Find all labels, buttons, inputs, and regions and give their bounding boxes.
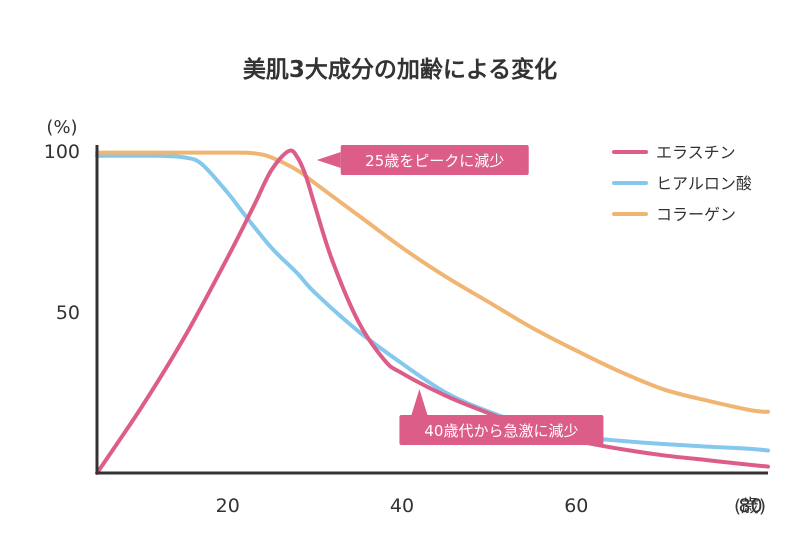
x-tick-label: 80 <box>738 495 762 517</box>
annotation-drop-text: 40歳代から急激に減少 <box>424 422 578 440</box>
annotation-drop-pointer <box>411 389 428 416</box>
legend-label: エラスチン <box>656 143 736 162</box>
legend-label: ヒアルロン酸 <box>656 174 752 193</box>
y-tick-label: 100 <box>44 141 80 163</box>
annotation-layer: 25歳をピークに減少 40歳代から急激に減少 <box>316 145 604 446</box>
series-line-1 <box>95 148 770 475</box>
annotation-peak-text: 25歳をピークに減少 <box>365 152 504 170</box>
legend-item: ヒアルロン酸 <box>612 174 752 193</box>
y-axis-unit: (%) <box>46 117 77 138</box>
x-tick-label: 40 <box>390 495 414 517</box>
legend-label: コラーゲン <box>656 205 736 224</box>
legend-item: エラスチン <box>612 143 736 162</box>
x-tick-label: 60 <box>564 495 588 517</box>
tick-layer: 20 40 60 80 100 50 <box>44 141 763 517</box>
annotation-drop: 40歳代から急激に減少 <box>399 389 604 446</box>
annotation-peak-box <box>340 145 529 175</box>
annotation-peak-pointer <box>316 152 341 168</box>
x-tick-label: 20 <box>216 495 240 517</box>
series-line-3 <box>95 150 770 414</box>
y-tick-label: 50 <box>56 302 80 324</box>
chart-title: 美肌3大成分の加齢による変化 <box>243 56 557 83</box>
series-line-2 <box>95 153 770 453</box>
x-axis-unit: (歳) <box>734 496 766 517</box>
annotation-drop-box <box>399 415 604 446</box>
annotation-peak: 25歳をピークに減少 <box>316 145 529 175</box>
legend-item: コラーゲン <box>612 205 736 224</box>
series-layer <box>95 148 770 475</box>
